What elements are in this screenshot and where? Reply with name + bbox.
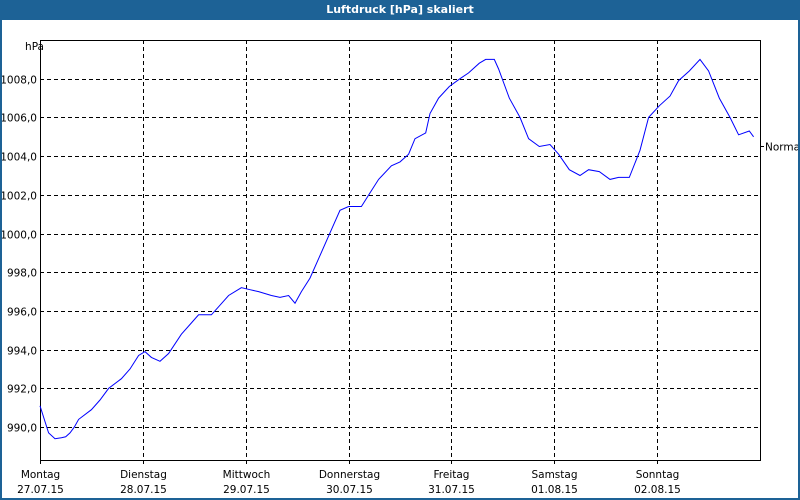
y-axis-label: hPa <box>25 41 44 53</box>
x-tick-date: 31.07.15 <box>428 484 475 496</box>
y-tick-label: 1008,0 <box>2 75 37 87</box>
window-title: Luftdruck [hPa] skaliert <box>0 0 800 20</box>
x-tick-day: Sonntag <box>636 469 680 481</box>
x-tick-date: 01.08.15 <box>531 484 578 496</box>
y-tick-label: 1002,0 <box>2 191 37 203</box>
y-tick-label: 996,0 <box>7 307 37 319</box>
chart-panel: hPa 990,0 992,0 994,0 996,0 998,0 1000,0 1002,… <box>2 20 798 498</box>
grid <box>40 40 760 460</box>
axes <box>40 40 764 464</box>
x-tick-date: 28.07.15 <box>120 484 167 496</box>
y-tick-label: 1000,0 <box>2 230 37 242</box>
y-tick-label: 998,0 <box>7 268 37 280</box>
x-tick-date: 27.07.15 <box>17 484 64 496</box>
x-tick-day: Samstag <box>531 469 577 481</box>
tick-labels: 990,0 992,0 994,0 996,0 998,0 1000,0 1002,0 100… <box>2 75 798 497</box>
y-tick-label: 1006,0 <box>2 113 37 125</box>
y-tick-label: 992,0 <box>7 384 37 396</box>
plot-frame <box>40 40 761 461</box>
x-tick-date: 30.07.15 <box>326 484 373 496</box>
normal-label: Normal <box>765 142 798 154</box>
y-tick-label: 1004,0 <box>2 152 37 164</box>
pressure-chart: hPa 990,0 992,0 994,0 996,0 998,0 1000,0 1002,… <box>2 40 798 497</box>
x-tick-date: 29.07.15 <box>223 484 270 496</box>
y-tick-label: 994,0 <box>7 346 37 358</box>
pressure-line <box>39 58 755 440</box>
x-tick-day: Dienstag <box>120 469 167 481</box>
y-tick-label: 990,0 <box>7 423 37 435</box>
x-tick-day: Montag <box>21 469 60 481</box>
x-tick-day: Mittwoch <box>223 469 271 481</box>
x-tick-day: Freitag <box>434 469 470 481</box>
x-tick-date: 02.08.15 <box>634 484 681 496</box>
x-tick-day: Donnerstag <box>319 469 380 481</box>
